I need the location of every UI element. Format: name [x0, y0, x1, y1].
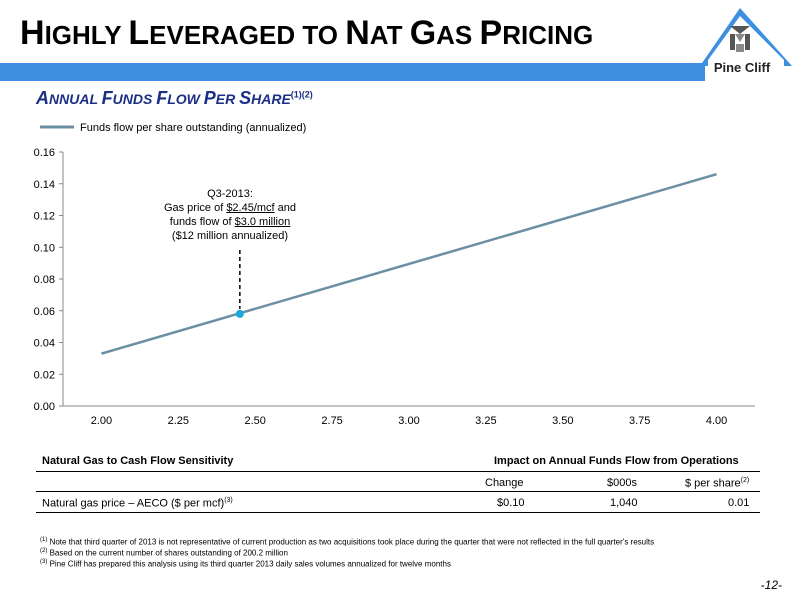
- subtitle-part-5: LOW: [167, 91, 204, 107]
- table-rule-top: [36, 471, 760, 472]
- footnote-3: (3) Pine Cliff has prepared this analysi…: [40, 559, 451, 569]
- funds-flow-series-line: [101, 173, 717, 355]
- title-part-1: IGHLY: [44, 20, 129, 50]
- title-part-7: AS: [436, 20, 480, 50]
- col-header-change: Change: [485, 477, 524, 489]
- y-tick-label: 0.14: [34, 179, 55, 191]
- logo-mountain-icon: [730, 26, 750, 52]
- col-header-per-share: $ per share(2): [685, 477, 750, 490]
- title-part-6: G: [409, 14, 437, 52]
- title-part-2: L: [128, 14, 150, 52]
- title-accent-bar: [0, 63, 705, 81]
- annotation-line-2: Gas price of $2.45/mcf and: [163, 202, 297, 214]
- footnote-1: (1) Note that third quarter of 2013 is n…: [40, 537, 655, 547]
- x-tick-label: 2.25: [168, 415, 189, 427]
- table-cell-per-share: 0.01: [728, 497, 750, 509]
- logo-text: Pine Cliff: [714, 60, 771, 75]
- y-tick-label: 0.02: [34, 369, 55, 381]
- chart-subtitle: ANNUAL FUNDS FLOW PER SHARE(1)(2): [36, 88, 313, 109]
- x-tick-label: 2.50: [245, 415, 266, 427]
- y-tick-label: 0.00: [34, 401, 55, 413]
- x-tick-label: 3.75: [629, 415, 650, 427]
- title-part-3: EVERAGED TO: [149, 20, 346, 50]
- x-tick-label: 4.00: [706, 415, 727, 427]
- table-row-label: Natural gas price – AECO ($ per mcf)(3): [42, 497, 233, 510]
- annotation-line-4: ($12 million annualized): [171, 230, 289, 242]
- subtitle-footnote-ref: (1)(2): [290, 89, 313, 100]
- x-tick-label: 3.00: [398, 415, 419, 427]
- sensitivity-table-title: Natural Gas to Cash Flow Sensitivity: [42, 455, 234, 467]
- subtitle-part-2: F: [101, 88, 113, 108]
- legend-label: Funds flow per share outstanding (annual…: [80, 122, 306, 134]
- subtitle-part-8: S: [239, 88, 252, 108]
- annotation-line-3: funds flow of $3.0 million: [169, 216, 291, 228]
- x-tick-label: 3.25: [475, 415, 496, 427]
- y-tick-label: 0.06: [34, 306, 55, 318]
- y-tick-label: 0.10: [34, 242, 55, 254]
- x-tick-label: 2.00: [91, 415, 112, 427]
- title-part-5: AT: [369, 20, 410, 50]
- y-tick-label: 0.16: [34, 147, 55, 159]
- q3-2013-data-point: [235, 309, 244, 318]
- x-tick-label: 3.50: [552, 415, 573, 427]
- sensitivity-group-header: Impact on Annual Funds Flow from Operati…: [494, 455, 739, 467]
- funds-flow-chart: Funds flow per share outstanding (annual…: [34, 122, 755, 427]
- subtitle-part-1: NNUAL: [49, 91, 102, 107]
- col-header-thousands: $000s: [607, 477, 637, 489]
- title-part-9: RICING: [502, 20, 594, 50]
- title-part-8: P: [479, 14, 503, 52]
- title-part-4: N: [345, 14, 370, 52]
- y-tick-label: 0.04: [34, 338, 55, 350]
- x-tick-label: 2.75: [321, 415, 342, 427]
- subtitle-part-9: HARE: [251, 91, 291, 107]
- subtitle-part-0: A: [36, 88, 49, 108]
- subtitle-part-6: P: [203, 88, 216, 108]
- annotation-line-1: Q3-2013:: [207, 188, 253, 200]
- table-cell-thousands: 1,040: [610, 497, 638, 509]
- page-number: -12-: [760, 578, 782, 592]
- table-rule-bottom: [36, 512, 760, 513]
- subtitle-part-3: UNDS: [112, 91, 157, 107]
- footnote-2: (2) Based on the current number of share…: [40, 548, 288, 558]
- subtitle-part-7: ER: [215, 91, 240, 107]
- y-tick-label: 0.08: [34, 274, 55, 286]
- title-part-0: H: [20, 14, 45, 52]
- table-rule-mid: [36, 491, 760, 492]
- page-title: HIGHLY LEVERAGED TO NAT GAS PRICING: [20, 14, 593, 53]
- table-cell-change: $0.10: [497, 497, 525, 509]
- y-tick-label: 0.12: [34, 211, 55, 223]
- subtitle-part-4: F: [156, 88, 168, 108]
- q3-2013-annotation: Q3-2013: Gas price of $2.45/mcf and fund…: [150, 187, 310, 243]
- pine-cliff-logo: Pine Cliff: [692, 0, 800, 80]
